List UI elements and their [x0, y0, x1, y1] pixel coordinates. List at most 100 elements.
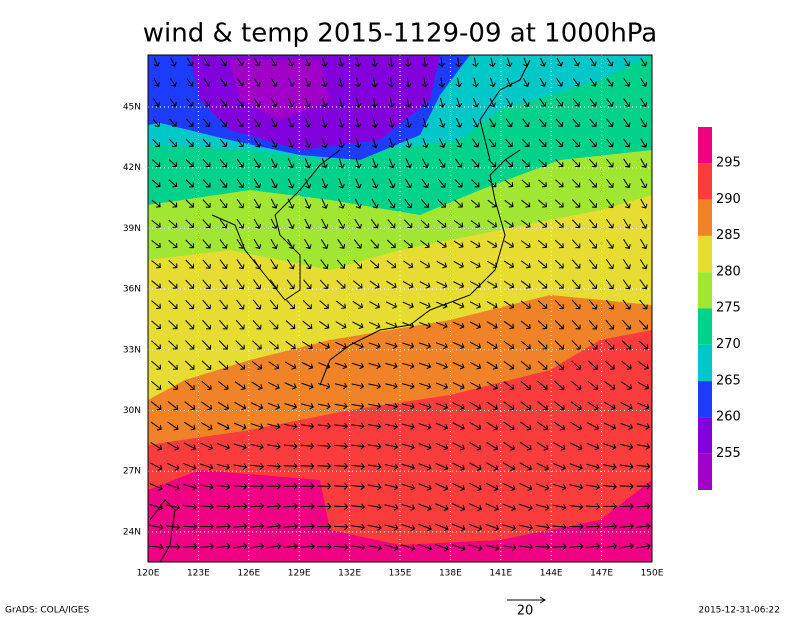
wind-arrow [471, 158, 480, 168]
wind-arrow [602, 542, 618, 550]
wind-arrow [537, 280, 548, 289]
wind-arrow [202, 179, 211, 188]
wind-arrow [202, 299, 211, 310]
wind-arrow [318, 320, 330, 330]
wind-arrow [587, 401, 599, 411]
wind-arrow [233, 542, 248, 550]
wind-arrow [636, 463, 651, 470]
wind-arrow [606, 98, 614, 107]
wind-arrow [185, 159, 194, 168]
wind-arrow [640, 118, 648, 128]
wind-arrow [589, 219, 598, 229]
wind-arrow [168, 360, 178, 370]
wind-arrow [636, 482, 651, 490]
wind-arrow [170, 57, 177, 67]
wind-arrow [506, 77, 513, 88]
wind-arrow [553, 401, 565, 411]
wind-arrow [321, 117, 328, 128]
wind-arrow [270, 138, 278, 148]
wind-arrow [623, 57, 631, 67]
wind-arrow [384, 524, 399, 531]
colorbar-label: 280 [716, 264, 741, 279]
wind-arrow [284, 403, 298, 410]
wind-arrow [569, 483, 584, 491]
wind-arrow [422, 117, 429, 128]
wind-arrow [253, 78, 261, 87]
wind-arrow [588, 259, 598, 269]
wind-arrow [385, 402, 398, 410]
wind-arrow [219, 259, 228, 269]
wind-arrow [350, 483, 365, 490]
wind-arrow [184, 380, 195, 391]
wind-arrow [554, 299, 564, 309]
wind-arrow [438, 57, 446, 68]
wind-arrow [437, 199, 446, 208]
wind-arrow [572, 179, 581, 188]
wind-arrow [150, 421, 162, 431]
wind-arrow [421, 158, 429, 169]
wind-arrow [454, 199, 463, 208]
wind-arrow [537, 340, 548, 350]
wind-arrow [367, 483, 382, 491]
wind-arrow [185, 239, 194, 249]
wind-arrow [266, 482, 281, 490]
wind-arrow [368, 402, 382, 410]
wind-arrow [338, 77, 345, 88]
wind-arrow [369, 259, 380, 269]
wind-arrow [338, 117, 345, 128]
wind-arrow [304, 57, 312, 67]
wind-arrow [150, 401, 162, 411]
wind-arrow [422, 138, 429, 149]
wind-arrow [219, 239, 228, 249]
wind-arrow [555, 179, 564, 188]
wind-arrow [236, 178, 245, 188]
wind-arrow [486, 361, 498, 370]
wind-arrow [402, 362, 415, 370]
wind-arrow [519, 503, 533, 511]
wind-arrow [606, 158, 614, 168]
wind-arrow [200, 463, 214, 471]
wind-arrow [184, 421, 196, 431]
wind-arrow [637, 381, 650, 390]
colorbar-label: 260 [716, 410, 741, 425]
wind-arrow [217, 401, 230, 411]
wind-arrow [418, 483, 432, 491]
wind-arrow [606, 239, 614, 249]
wind-arrow [620, 402, 633, 411]
wind-arrow [150, 380, 162, 391]
wind-arrow [385, 362, 398, 370]
wind-arrow [520, 340, 531, 350]
wind-arrow [283, 543, 298, 550]
wind-arrow [501, 544, 517, 551]
wind-arrow [572, 98, 580, 107]
wind-arrow [623, 98, 631, 107]
wind-arrow [252, 319, 262, 330]
wind-arrow [318, 341, 330, 350]
wind-arrow [502, 462, 516, 471]
x-tick-label: 126E [237, 569, 260, 579]
wind-arrow [287, 178, 295, 189]
wind-arrow [186, 57, 194, 67]
wind-arrow [570, 421, 582, 431]
wind-arrow [555, 118, 564, 127]
wind-arrow [236, 239, 245, 249]
wind-arrow [401, 544, 416, 552]
wind-arrow [185, 219, 194, 228]
wind-arrow [569, 523, 584, 531]
wind-arrow [403, 219, 413, 228]
wind-arrow [535, 543, 551, 551]
y-tick-label: 27N [123, 467, 141, 477]
wind-arrow [165, 543, 181, 551]
wind-arrow [438, 138, 446, 148]
colorbar-label: 285 [716, 228, 741, 243]
wind-arrow [588, 299, 598, 310]
wind-arrow [371, 178, 379, 189]
wind-arrow [520, 401, 532, 411]
wind-arrow [521, 138, 530, 147]
wind-arrow [185, 259, 195, 269]
wind-arrow [472, 97, 480, 108]
wind-arrow [151, 280, 161, 289]
wind-arrow [520, 280, 531, 289]
wind-arrow [385, 382, 398, 390]
wind-arrow [435, 382, 448, 390]
